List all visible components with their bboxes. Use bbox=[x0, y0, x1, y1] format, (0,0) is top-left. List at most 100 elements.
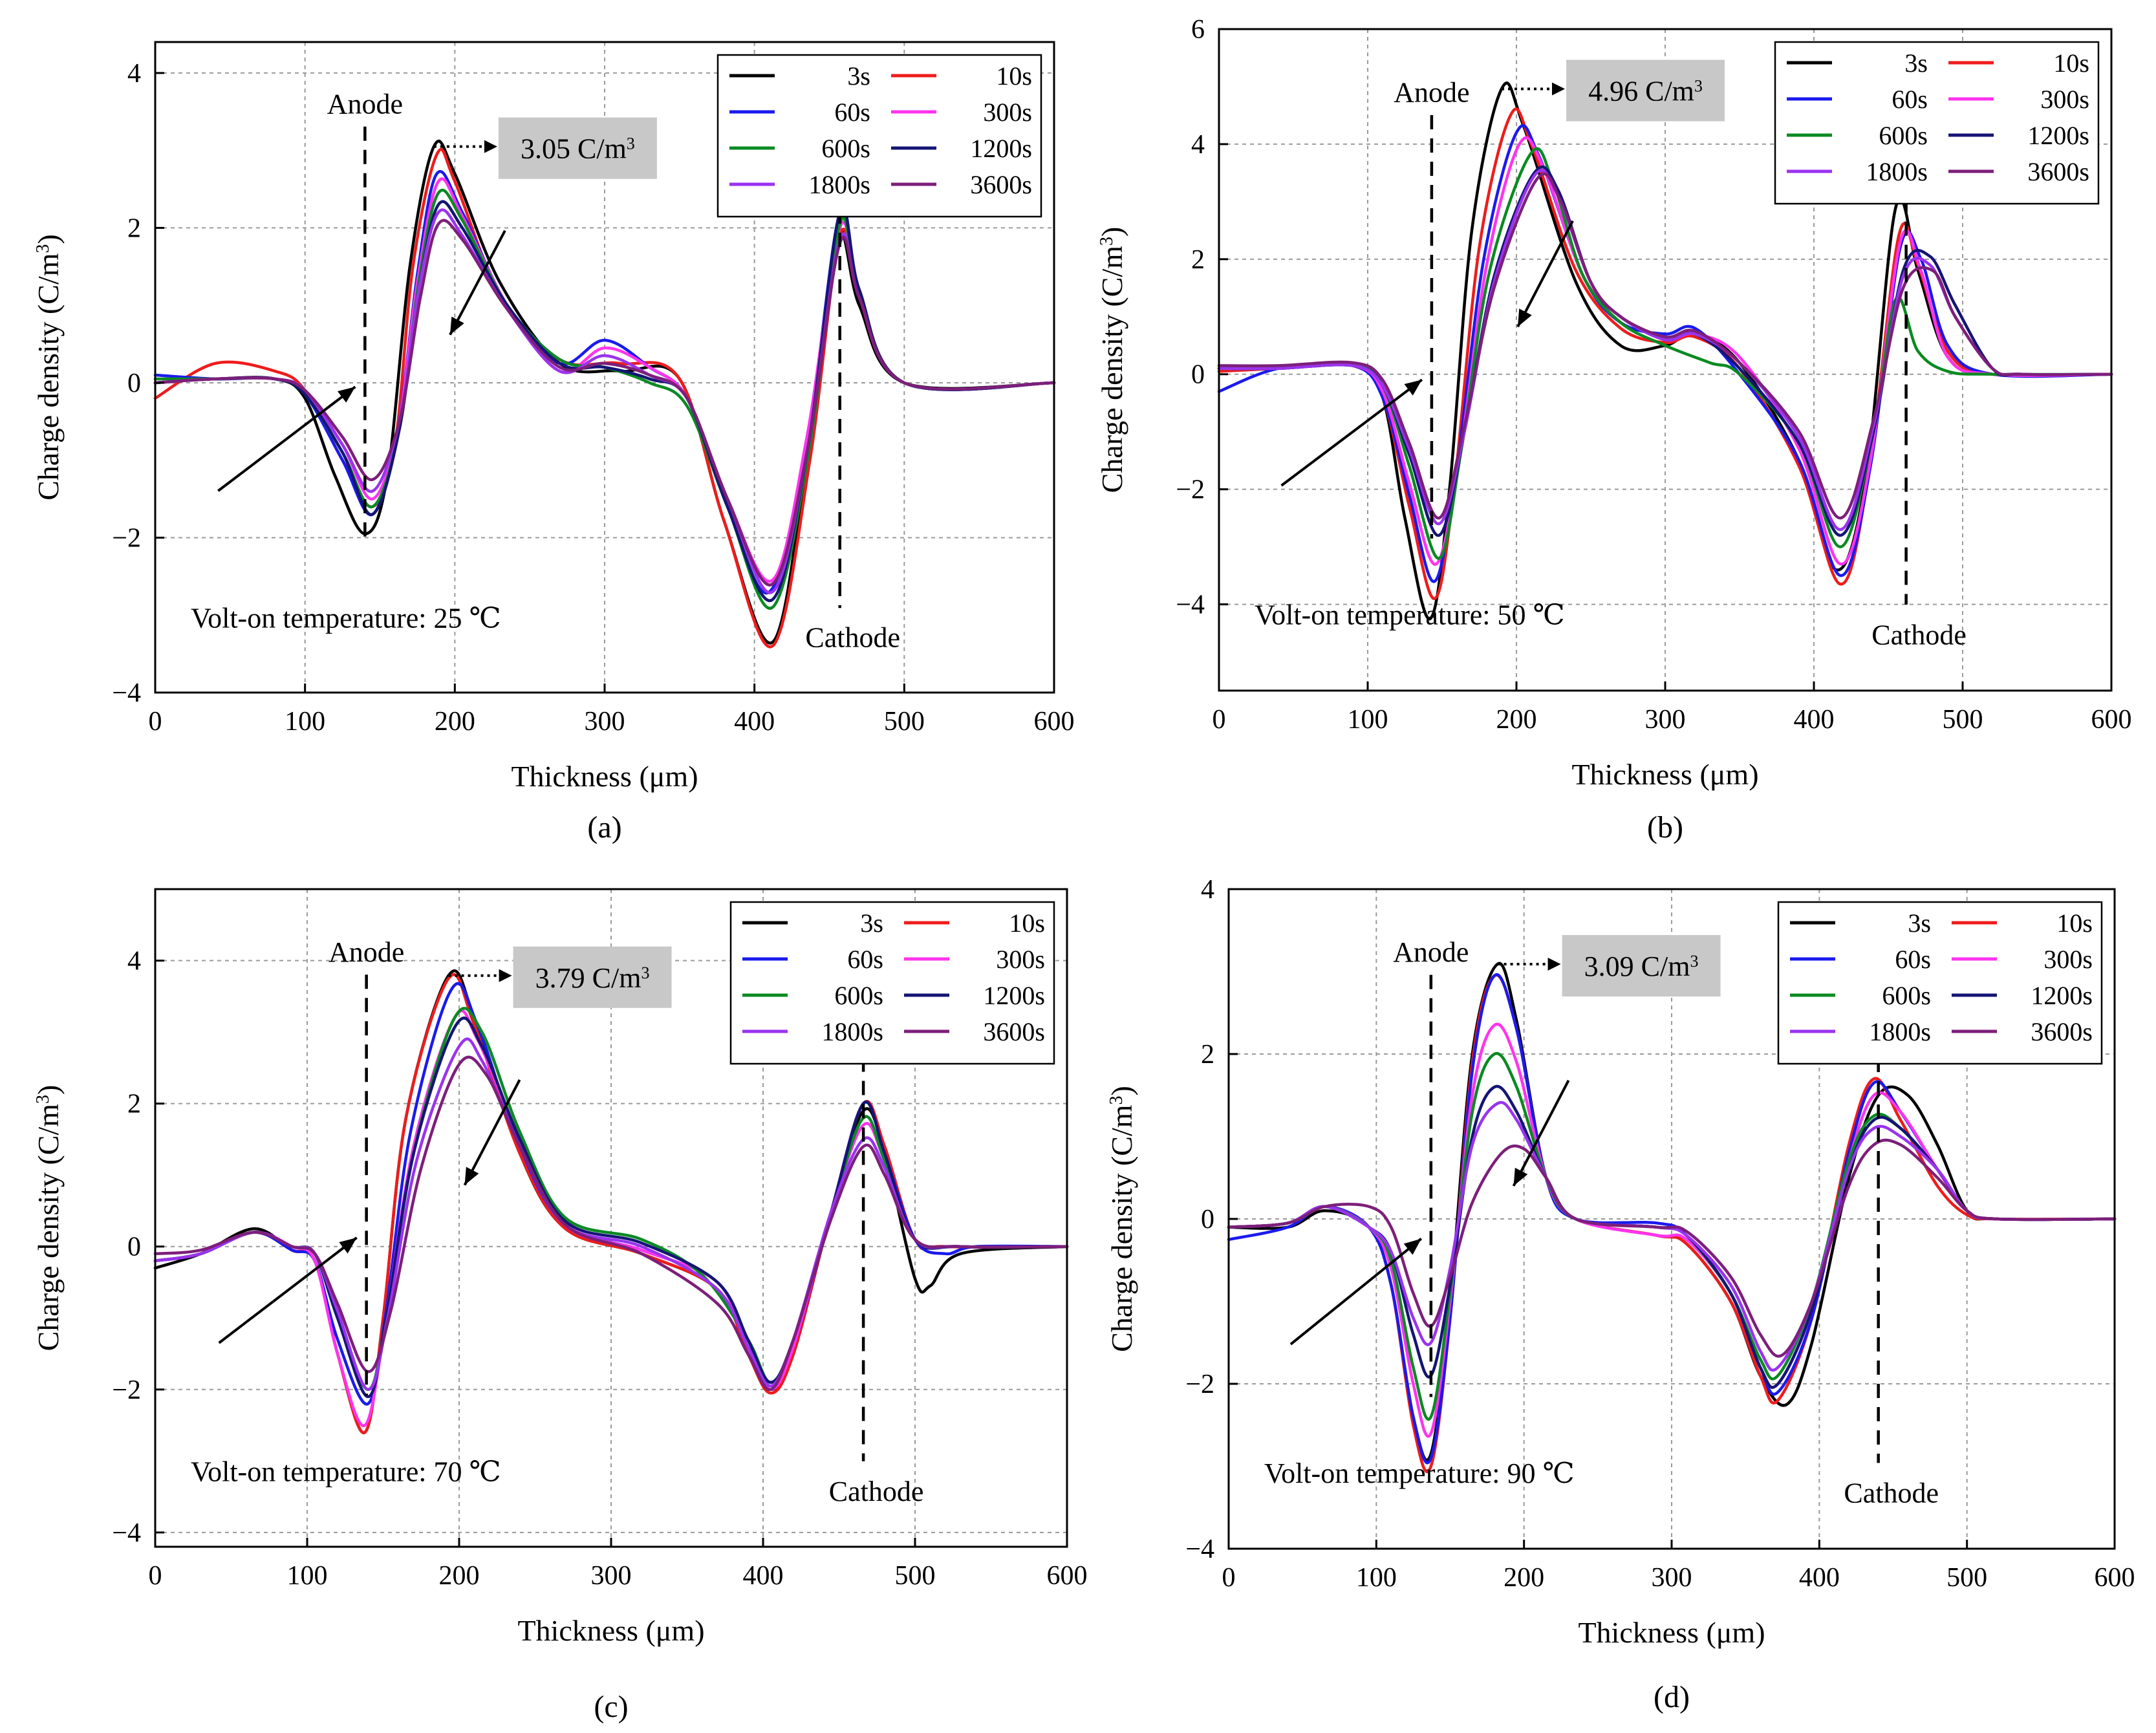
panel-label: (d) bbox=[1654, 1680, 1690, 1714]
y-tick-label: 2 bbox=[1191, 245, 1205, 275]
x-tick-label: 500 bbox=[1943, 705, 1983, 735]
x-tick-label: 200 bbox=[439, 1561, 480, 1591]
trend-arrow-shaft bbox=[463, 1079, 521, 1186]
x-tick-label: 100 bbox=[287, 1561, 328, 1591]
legend-entry-1800s: 1800s bbox=[821, 1017, 883, 1046]
y-tick-label: 0 bbox=[127, 369, 141, 398]
legend: 3s 10s 60s 300s 600s 1200s 1800s 3600s bbox=[729, 901, 1055, 1065]
cathode-label: Cathode bbox=[1871, 619, 1967, 651]
x-axis-label: Thickness (μm) bbox=[511, 760, 698, 793]
x-tick-label: 400 bbox=[743, 1561, 784, 1591]
legend-entry-3600s: 3600s bbox=[2031, 1017, 2093, 1046]
peak-value-label: 4.96 C/m3 bbox=[1588, 76, 1703, 107]
legend: 3s 10s 60s 300s 600s 1200s 1800s 3600s bbox=[717, 54, 1042, 218]
trend-arrow-shaft bbox=[1280, 378, 1423, 487]
x-tick-label: 600 bbox=[2095, 1563, 2135, 1593]
chart-panel-c: 0 100 200 300 400 500 600 −4 −2 0 2 4 Thickness (μm)… bbox=[32, 888, 1088, 1724]
x-tick-label: 300 bbox=[585, 707, 625, 737]
y-tick-label: −4 bbox=[112, 678, 141, 708]
trend-arrow-shaft bbox=[1289, 1238, 1423, 1346]
legend-entry-60s: 60s bbox=[847, 945, 883, 974]
y-tick-label: −4 bbox=[112, 1518, 141, 1548]
x-tick-label: 200 bbox=[1504, 1563, 1544, 1593]
series-line-10s bbox=[1217, 107, 2113, 600]
legend-entry-10s: 10s bbox=[2053, 48, 2089, 78]
x-axis-label: Thickness (μm) bbox=[1571, 758, 1758, 791]
legend-entry-600s: 600s bbox=[821, 134, 870, 163]
trend-arrow-shaft bbox=[449, 230, 506, 336]
ticks bbox=[154, 960, 1068, 1547]
series-group bbox=[153, 969, 1069, 1434]
legend-entry-300s: 300s bbox=[983, 98, 1032, 127]
legend-entry-600s: 600s bbox=[1882, 981, 1931, 1010]
legend-entry-3s: 3s bbox=[847, 61, 870, 91]
trend-arrow-1 bbox=[218, 1236, 358, 1344]
legend-entry-1200s: 1200s bbox=[2031, 981, 2093, 1010]
legend-entry-1200s: 1200s bbox=[2027, 121, 2089, 150]
legend-entry-3600s: 3600s bbox=[983, 1017, 1045, 1046]
trend-arrow-2 bbox=[449, 230, 506, 336]
y-axis-label: Charge density (C/m3) bbox=[1105, 1086, 1138, 1352]
y-tick-label: 4 bbox=[127, 947, 141, 976]
legend-entry-3600s: 3600s bbox=[970, 170, 1032, 199]
legend-entry-600s: 600s bbox=[1879, 121, 1928, 150]
peak-value-box bbox=[1566, 59, 1725, 122]
x-tick-label: 300 bbox=[1645, 705, 1686, 735]
y-tick-label: −2 bbox=[1185, 1370, 1214, 1399]
x-tick-label: 400 bbox=[734, 707, 775, 737]
temperature-label: Volt-on temperature: 50 ℃ bbox=[1255, 599, 1565, 631]
peak-value-label: 3.09 C/m3 bbox=[1584, 951, 1699, 982]
ticks bbox=[1218, 28, 2113, 691]
y-tick-label: 4 bbox=[127, 59, 141, 89]
trend-arrow-shaft bbox=[217, 385, 356, 492]
cathode-label: Cathode bbox=[805, 622, 900, 654]
trend-arrow-1 bbox=[1289, 1238, 1423, 1346]
x-tick-label: 600 bbox=[1047, 1561, 1088, 1591]
trend-arrow-head bbox=[1403, 1238, 1421, 1255]
x-tick-label: 500 bbox=[1946, 1563, 1987, 1593]
peak-value-box bbox=[498, 117, 657, 179]
y-tick-label: 0 bbox=[127, 1232, 141, 1262]
temperature-label: Volt-on temperature: 70 ℃ bbox=[191, 1456, 501, 1487]
x-tick-label: 600 bbox=[2091, 705, 2132, 735]
series-line-3600s bbox=[1217, 172, 2113, 520]
x-tick-label: 0 bbox=[149, 707, 162, 737]
x-tick-label: 100 bbox=[285, 707, 325, 737]
legend-entry-1200s: 1200s bbox=[983, 981, 1045, 1010]
legend-entry-60s: 60s bbox=[1892, 85, 1928, 114]
series-group bbox=[1227, 962, 2117, 1474]
trend-arrow-head bbox=[1513, 1167, 1528, 1186]
x-tick-label: 400 bbox=[1799, 1563, 1840, 1593]
cathode-label: Cathode bbox=[829, 1476, 924, 1507]
legend-entry-3s: 3s bbox=[860, 909, 883, 938]
y-tick-label: −2 bbox=[1176, 475, 1205, 505]
peak-value-label: 3.05 C/m3 bbox=[521, 133, 635, 165]
series-line-3600s bbox=[1227, 1138, 2117, 1358]
legend-entry-60s: 60s bbox=[1895, 945, 1931, 974]
x-tick-label: 100 bbox=[1348, 705, 1388, 735]
legend-box bbox=[729, 901, 1055, 1065]
legend-entry-600s: 600s bbox=[834, 981, 883, 1010]
temperature-label: Volt-on temperature: 90 ℃ bbox=[1264, 1458, 1575, 1489]
x-tick-label: 0 bbox=[1213, 705, 1226, 735]
y-tick-label: 0 bbox=[1201, 1205, 1214, 1234]
ticks bbox=[154, 72, 1055, 694]
x-tick-label: 300 bbox=[591, 1561, 632, 1591]
legend-entry-300s: 300s bbox=[996, 945, 1045, 974]
chart-panel-a: 0 100 200 300 400 500 600 −4 −2 0 2 4 Thickness (μm)… bbox=[32, 41, 1075, 845]
peak-arrowhead bbox=[499, 969, 512, 982]
y-tick-label: −2 bbox=[112, 523, 141, 553]
x-tick-label: 300 bbox=[1652, 1563, 1692, 1593]
y-tick-label: 4 bbox=[1201, 875, 1214, 905]
ticks bbox=[1227, 888, 2116, 1550]
y-axis-label: Charge density (C/m3) bbox=[32, 1085, 65, 1351]
legend-entry-10s: 10s bbox=[1009, 909, 1045, 938]
trend-arrow-shaft bbox=[218, 1236, 358, 1344]
x-tick-label: 600 bbox=[1034, 707, 1075, 737]
y-tick-label: 4 bbox=[1191, 130, 1205, 160]
trend-arrow-1 bbox=[1280, 378, 1423, 487]
legend-entry-10s: 10s bbox=[2056, 909, 2093, 938]
chart-panel-d: 0 100 200 300 400 500 600 −4 −2 0 2 4 Thickness (μm)… bbox=[1105, 875, 2135, 1714]
y-tick-label: 2 bbox=[127, 1090, 141, 1119]
